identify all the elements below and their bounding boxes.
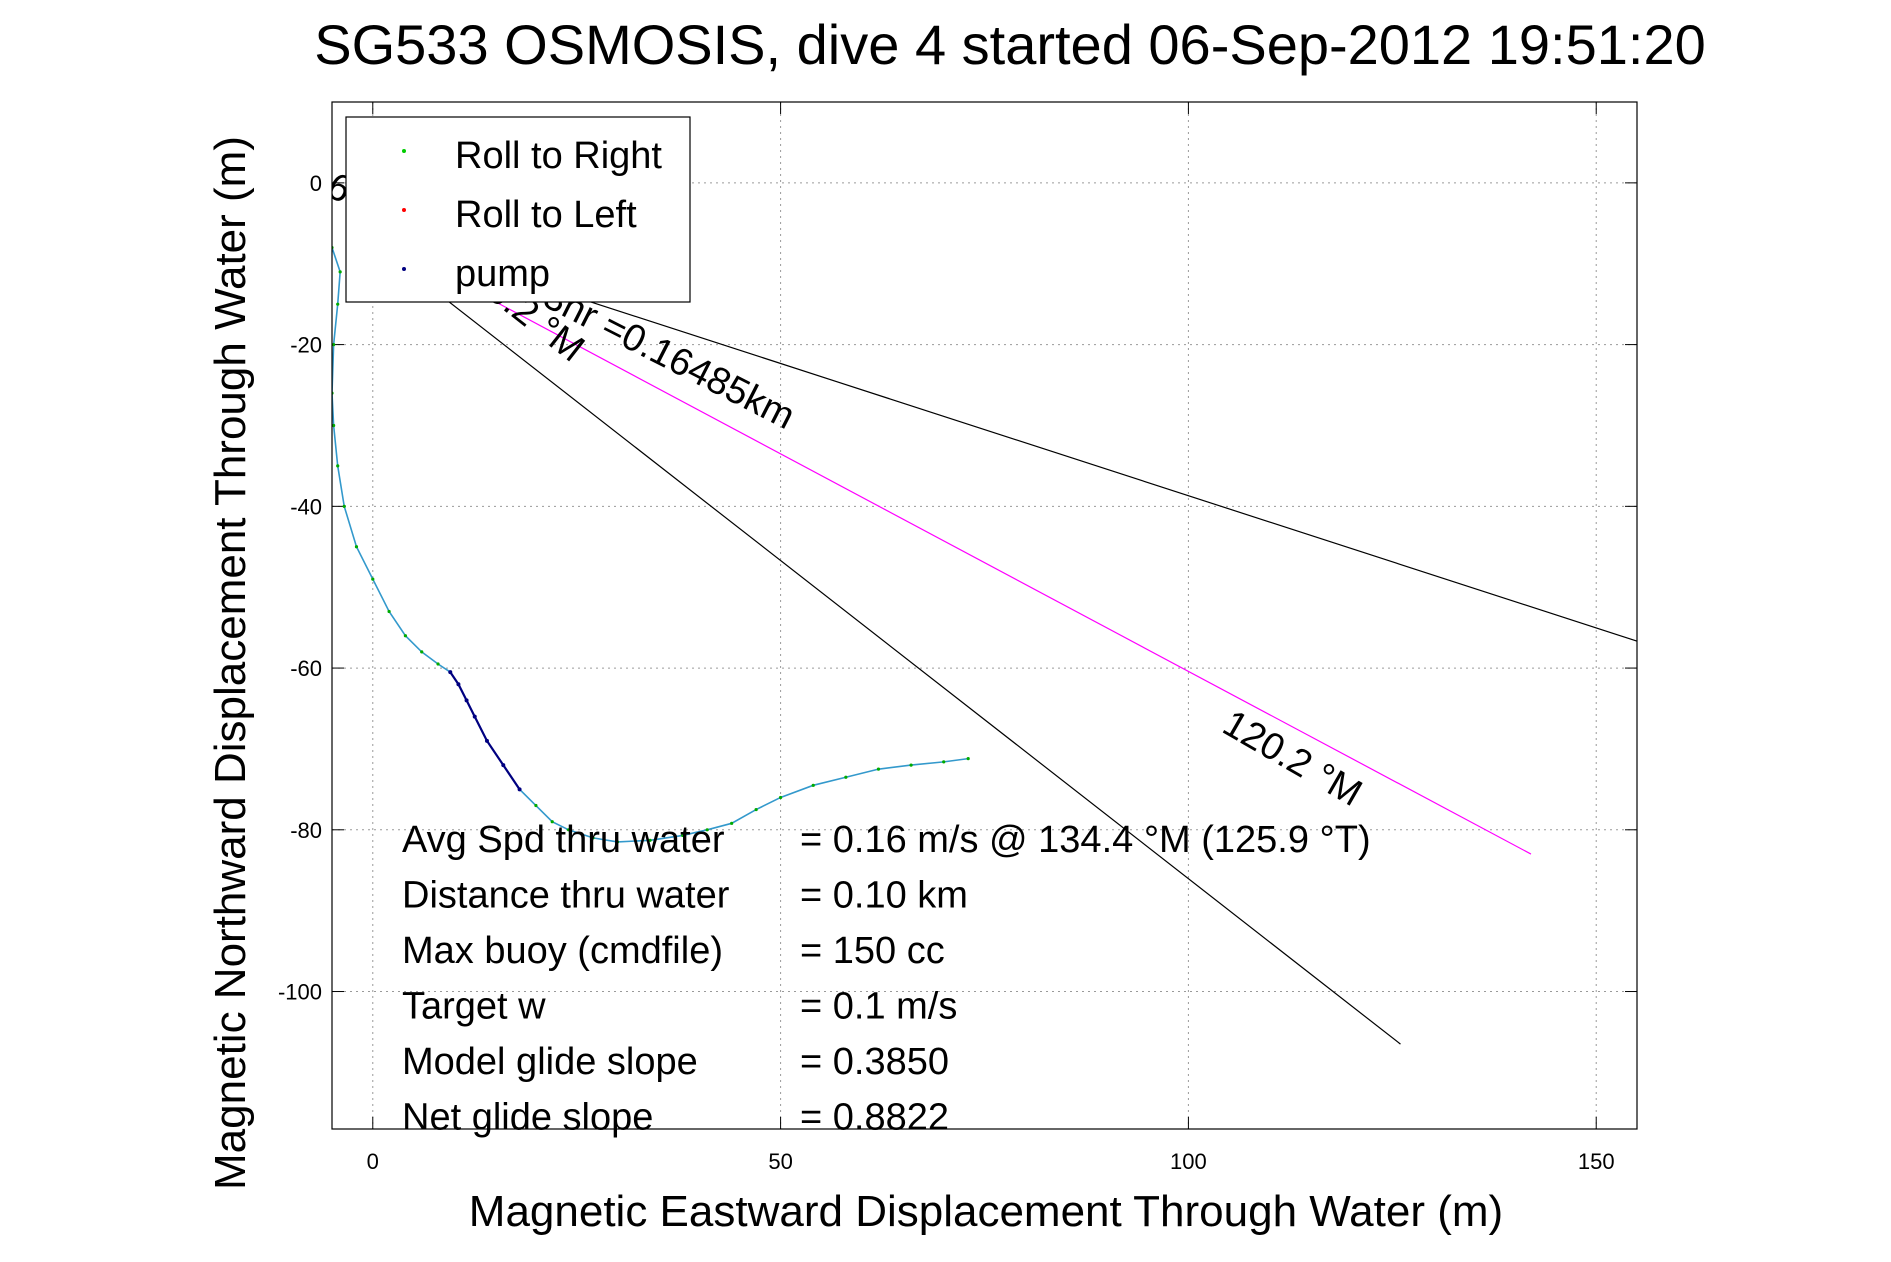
- track-point: [942, 760, 946, 764]
- stat-label: Max buoy (cmdfile): [402, 930, 723, 972]
- legend-label: Roll to Right: [455, 135, 662, 177]
- legend: Roll to Right Roll to Left pump: [345, 116, 691, 303]
- y-tick-label: -100: [278, 980, 322, 1005]
- chart-title: SG533 OSMOSIS, dive 4 started 06-Sep-201…: [314, 13, 1706, 76]
- pump-point: [501, 763, 506, 768]
- heading-line: [347, 222, 1401, 1045]
- stat-value: = 0.1 m/s: [800, 986, 957, 1028]
- x-tick-label: 50: [768, 1149, 792, 1174]
- x-tick-label: 0: [367, 1149, 379, 1174]
- track-point: [966, 757, 970, 761]
- y-tick-label: -60: [290, 656, 322, 681]
- y-tick-label: -80: [290, 818, 322, 843]
- track-point: [338, 270, 342, 274]
- heading-line: [348, 222, 1532, 855]
- plot-frame: [331, 101, 1638, 1130]
- x-tick-label: 100: [1170, 1149, 1207, 1174]
- track-point: [648, 838, 652, 842]
- stat-value: = 150 cc: [800, 930, 945, 972]
- stat-label: Distance thru water: [402, 875, 730, 917]
- y-axis-label: Magnetic Northward Displacement Through …: [206, 136, 255, 1190]
- pump-point: [456, 682, 461, 687]
- stat-value: = 0.3850: [800, 1041, 949, 1083]
- track-point: [591, 836, 595, 840]
- track-point: [436, 662, 440, 666]
- stat-value: = 0.8822: [800, 1097, 949, 1139]
- track-point: [566, 828, 571, 832]
- track-point: [909, 763, 913, 767]
- track-point: [615, 840, 620, 844]
- track-point: [342, 504, 346, 508]
- track-point: [844, 775, 848, 779]
- track-point: [811, 783, 815, 787]
- track-point: [332, 342, 336, 347]
- track-point: [705, 828, 709, 832]
- y-tick-label: -20: [290, 333, 322, 358]
- legend-marker: [402, 208, 406, 212]
- y-tick-label: -40: [290, 494, 322, 519]
- track-point: [534, 803, 538, 808]
- stat-value: = 0.16 m/s @ 134.4 °M (125.9 °T): [800, 819, 1371, 861]
- pump-point: [448, 670, 453, 675]
- pump-point: [472, 714, 477, 719]
- y-tick-label: 0: [310, 171, 322, 196]
- dive-statistics: Avg Spd thru water = 0.16 m/s @ 134.4 °M …: [402, 819, 1371, 1139]
- track-point: [354, 545, 359, 549]
- legend-label: pump: [455, 253, 550, 295]
- track-point: [387, 609, 391, 614]
- pump-point: [517, 787, 522, 792]
- track-point: [754, 807, 758, 812]
- y-axis-ticks: 0 -20 -40 -60 -80 -100: [278, 171, 1637, 1005]
- x-tick-label: 150: [1578, 1149, 1615, 1174]
- track-point: [371, 577, 375, 581]
- x-axis-ticks: 0 50 100 150: [367, 102, 1615, 1174]
- x-axis-label: Magnetic Eastward Displacement Through W…: [469, 1187, 1503, 1236]
- track-point: [550, 820, 554, 824]
- track-point: [332, 423, 336, 428]
- track-point: [730, 821, 734, 825]
- legend-marker: [402, 149, 406, 153]
- track-point: [336, 302, 340, 306]
- pump-point: [484, 738, 489, 743]
- track-point: [778, 795, 783, 800]
- legend-marker: [402, 267, 406, 271]
- legend-label: Roll to Left: [455, 194, 637, 236]
- stat-label: Model glide slope: [402, 1041, 698, 1083]
- pump-point: [464, 698, 469, 703]
- stat-label: Target w: [402, 986, 546, 1028]
- stat-value: = 0.10 km: [800, 875, 968, 917]
- track-point: [876, 767, 881, 771]
- stat-label: Avg Spd thru water: [402, 819, 725, 861]
- track-point: [420, 650, 424, 654]
- track-point: [681, 833, 685, 838]
- track-point: [403, 634, 408, 638]
- track-point: [336, 464, 340, 468]
- stat-label: Net glide slope: [402, 1097, 653, 1139]
